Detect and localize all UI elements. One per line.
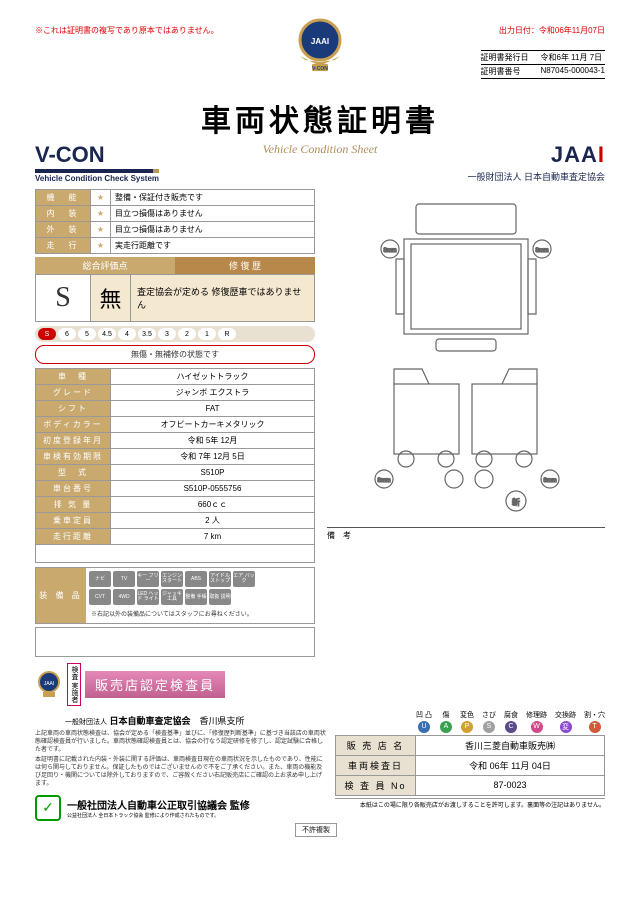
fine-print-2: 本証明書に記載された内装・外装に関する評価は、車両検査日現在の車両状況を示したも…: [35, 757, 327, 788]
eval-box: S 無 査定協会が定める 修復歴車ではありません: [35, 274, 315, 322]
legend-item: 割・穴T: [584, 710, 605, 733]
equipment-box: 装 備 品 ナビTVキー フリーエンジン スタートABSアイドル ストップエア …: [35, 567, 315, 624]
legend-item: 凹 凸U: [416, 710, 432, 733]
svg-text:8mm: 8mm: [535, 248, 548, 254]
jaai-emblem: JAAI V-CON: [290, 18, 350, 73]
inspector-badge: JAAI 検査 実施者 販売店認定検査員: [35, 663, 605, 706]
supervise-line: ✓ 一般社団法人自動車公正取引協議会 監修 公益社団法人 全日本トラック協会 監…: [35, 795, 327, 821]
remarks-box: 備 考: [327, 527, 605, 571]
blank-area: [35, 545, 315, 563]
svg-text:JAAI: JAAI: [311, 37, 329, 46]
legend-item: さびS: [482, 710, 496, 733]
ratings-table: 機 能★整備・保証付き販売です 内 装★目立つ損傷はありません 外 装★目立つ損…: [35, 189, 315, 254]
svg-text:8mm: 8mm: [543, 478, 556, 484]
spec-table: 車 種ハイゼットトラック グレードジャンボ エクストラ シフトFAT ボディカラ…: [35, 368, 315, 545]
fine-print-1: 上記車両の車両状態検査は、協会が定める「検査基準」並びに、「修復歴判断基準」に基…: [35, 731, 327, 754]
svg-text:JAAI: JAAI: [44, 681, 55, 687]
footer-note: 本紙はこの場に限り各販売店がお渡しすることを許可します。裏面等の注記はありません…: [335, 798, 605, 809]
cert-meta: 証明書発行日令和6年 11月 7日 証明書番号N87045-000043-1: [481, 50, 606, 79]
legend-item: 傷A: [440, 710, 452, 733]
output-date: 出力日付：令和06年11月07日: [499, 25, 605, 36]
eval-header: 総合評価点修 復 歴: [35, 257, 315, 274]
legend-item: 修理跡W: [526, 710, 547, 733]
damage-legend: 凹 凸U 傷A 変色P さびS 腐食C 修理跡W 交換跡変割・穴T: [335, 710, 605, 733]
legend-item: 腐食C: [504, 710, 518, 733]
svg-text:8mm: 8mm: [383, 248, 396, 254]
svg-text:8mm: 8mm: [377, 478, 390, 484]
blank-area-2: [35, 627, 315, 657]
vehicle-diagram: 8mm 8mm: [327, 189, 605, 519]
grade-scale: S654.543.5321R: [35, 326, 315, 342]
legend-item: 変色P: [460, 710, 474, 733]
legend-item: 交換跡変: [555, 710, 576, 733]
jaai-logo: JAAI 一般財団法人 日本自動車査定協会: [467, 142, 605, 183]
no-copy-label: 不許複製: [295, 823, 337, 837]
svg-text:新: 新: [512, 497, 520, 507]
dealer-info-table: 販 売 店 名香川三菱自動車販売㈱ 車両検査日令和 06年 11月 04日 検 …: [335, 735, 605, 796]
svg-text:V-CON: V-CON: [312, 66, 328, 72]
status-pill: 無傷・無補修の状態です: [35, 345, 315, 364]
copy-notice: ※これは証明書の複写であり原本ではありません。: [35, 25, 219, 36]
association-line: 一般財団法人 日本自動車査定協会 香川県支所: [65, 714, 327, 727]
page-title: 車両状態証明書: [35, 96, 605, 140]
vcon-logo: V-CON Vehicle Condition Check System: [35, 142, 159, 183]
